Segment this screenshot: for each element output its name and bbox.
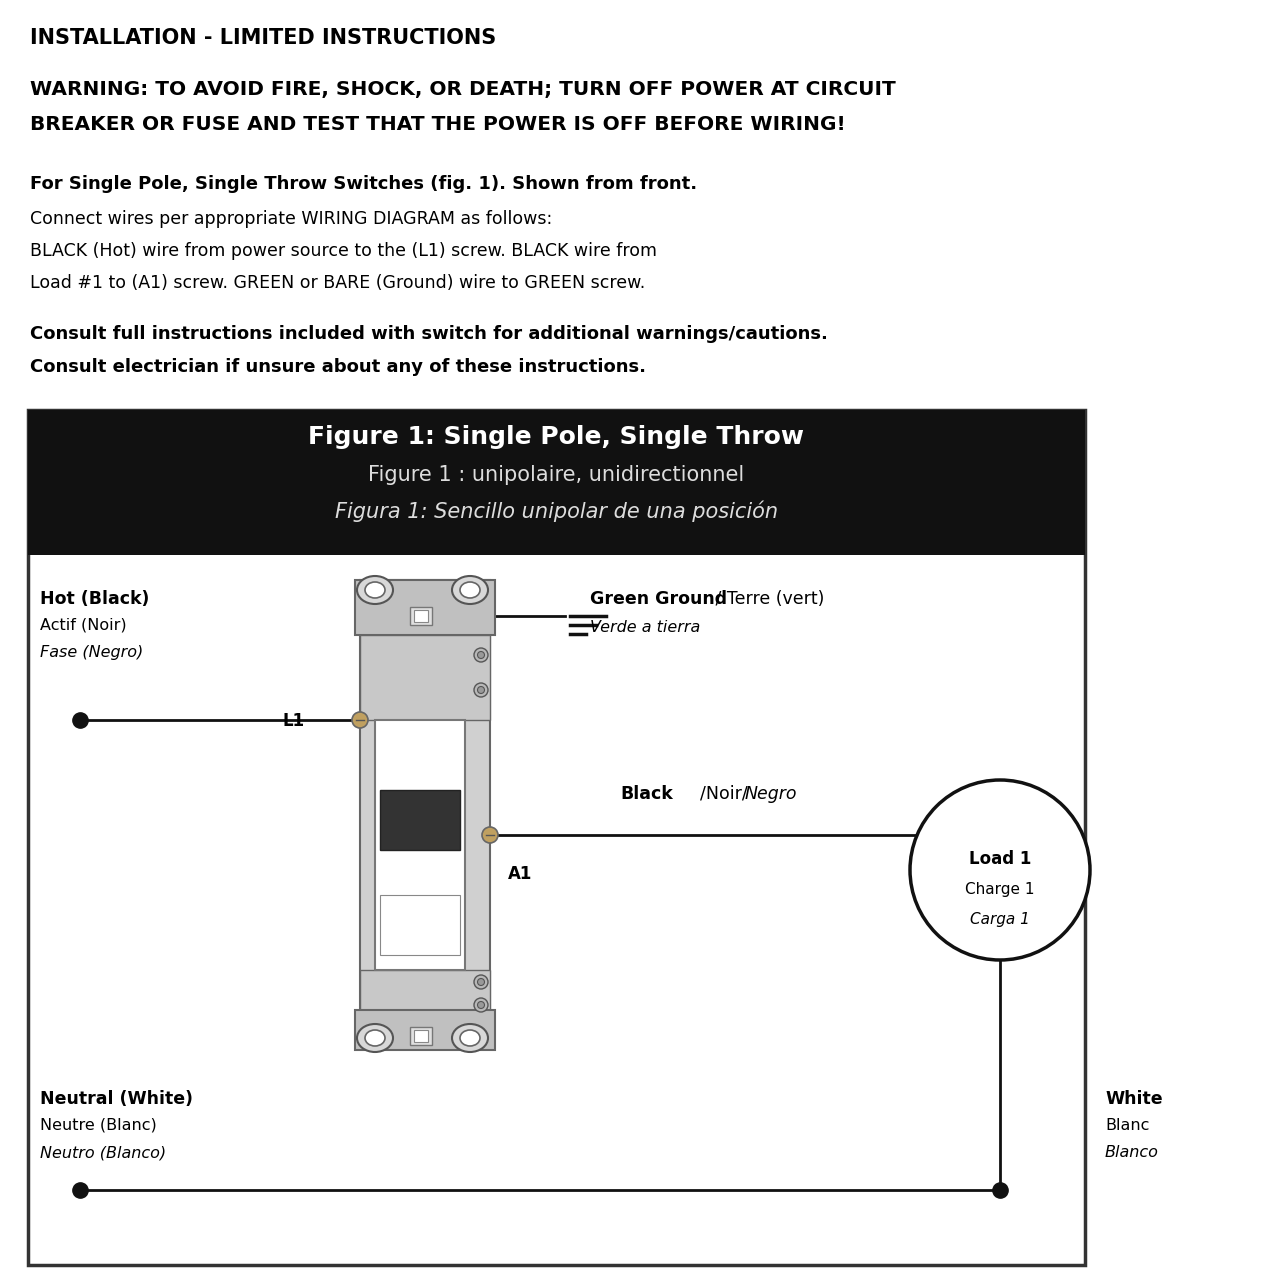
Ellipse shape xyxy=(357,576,393,604)
Text: Black: Black xyxy=(620,785,673,803)
Text: White: White xyxy=(1105,1091,1162,1108)
Text: Figure 1: Single Pole, Single Throw: Figure 1: Single Pole, Single Throw xyxy=(308,425,805,449)
Bar xyxy=(355,1010,495,1050)
Text: Figure 1 : unipolaire, unidirectionnel: Figure 1 : unipolaire, unidirectionnel xyxy=(369,465,745,485)
Text: INSTALLATION - LIMITED INSTRUCTIONS: INSTALLATION - LIMITED INSTRUCTIONS xyxy=(29,28,497,47)
Text: Figura 1: Sencillo unipolar de una posición: Figura 1: Sencillo unipolar de una posic… xyxy=(335,500,778,521)
Ellipse shape xyxy=(357,1024,393,1052)
Text: Neutro (Blanco): Neutro (Blanco) xyxy=(40,1146,166,1160)
Ellipse shape xyxy=(365,1030,385,1046)
Bar xyxy=(380,790,460,850)
Circle shape xyxy=(352,712,369,728)
Bar xyxy=(413,1030,428,1042)
Text: Hot (Black): Hot (Black) xyxy=(40,590,150,608)
Text: Consult electrician if unsure about any of these instructions.: Consult electrician if unsure about any … xyxy=(29,358,646,376)
Ellipse shape xyxy=(452,576,488,604)
Bar xyxy=(410,1027,433,1044)
Bar xyxy=(410,607,433,625)
Text: Negro: Negro xyxy=(745,785,797,803)
Circle shape xyxy=(474,684,488,698)
Bar xyxy=(380,895,460,955)
Text: Consult full instructions included with switch for additional warnings/cautions.: Consult full instructions included with … xyxy=(29,325,828,343)
Bar xyxy=(360,635,490,719)
Text: A1: A1 xyxy=(508,865,532,883)
Text: Blanc: Blanc xyxy=(1105,1117,1149,1133)
Ellipse shape xyxy=(365,582,385,598)
Text: Load 1: Load 1 xyxy=(969,850,1032,868)
Circle shape xyxy=(474,648,488,662)
Text: Charge 1: Charge 1 xyxy=(965,882,1034,897)
Bar xyxy=(360,580,490,1044)
Bar xyxy=(375,719,465,970)
Circle shape xyxy=(477,978,485,986)
Ellipse shape xyxy=(460,582,480,598)
Circle shape xyxy=(477,686,485,694)
Text: Verde a tierra: Verde a tierra xyxy=(590,620,700,635)
Text: Green Ground: Green Ground xyxy=(590,590,727,608)
Text: Blanco: Blanco xyxy=(1105,1146,1158,1160)
Circle shape xyxy=(910,780,1091,960)
Text: BREAKER OR FUSE AND TEST THAT THE POWER IS OFF BEFORE WIRING!: BREAKER OR FUSE AND TEST THAT THE POWER … xyxy=(29,115,846,134)
Bar xyxy=(28,410,1085,556)
Circle shape xyxy=(474,998,488,1012)
Text: For Single Pole, Single Throw Switches (fig. 1). Shown from front.: For Single Pole, Single Throw Switches (… xyxy=(29,175,698,193)
Text: BLACK (Hot) wire from power source to the (L1) screw. BLACK wire from: BLACK (Hot) wire from power source to th… xyxy=(29,242,657,260)
Circle shape xyxy=(483,827,498,844)
Circle shape xyxy=(477,652,485,658)
Bar xyxy=(360,970,490,1010)
Bar xyxy=(28,410,1085,1265)
Text: /Noir/: /Noir/ xyxy=(700,785,748,803)
Text: Load #1 to (A1) screw. GREEN or BARE (Ground) wire to GREEN screw.: Load #1 to (A1) screw. GREEN or BARE (Gr… xyxy=(29,274,645,292)
Bar xyxy=(413,611,428,622)
Text: WARNING: TO AVOID FIRE, SHOCK, OR DEATH; TURN OFF POWER AT CIRCUIT: WARNING: TO AVOID FIRE, SHOCK, OR DEATH;… xyxy=(29,79,896,99)
Ellipse shape xyxy=(452,1024,488,1052)
Text: Actif (Noir): Actif (Noir) xyxy=(40,618,127,634)
Text: Carga 1: Carga 1 xyxy=(970,911,1030,927)
Ellipse shape xyxy=(460,1030,480,1046)
Circle shape xyxy=(477,1001,485,1009)
Text: Neutral (White): Neutral (White) xyxy=(40,1091,193,1108)
Text: L1: L1 xyxy=(283,712,305,730)
Bar xyxy=(355,580,495,635)
Text: Neutre (Blanc): Neutre (Blanc) xyxy=(40,1117,156,1133)
Text: Fase (Negro): Fase (Negro) xyxy=(40,645,143,660)
Circle shape xyxy=(474,975,488,989)
Text: / Terre (vert): / Terre (vert) xyxy=(710,590,824,608)
Text: Connect wires per appropriate WIRING DIAGRAM as follows:: Connect wires per appropriate WIRING DIA… xyxy=(29,210,552,228)
